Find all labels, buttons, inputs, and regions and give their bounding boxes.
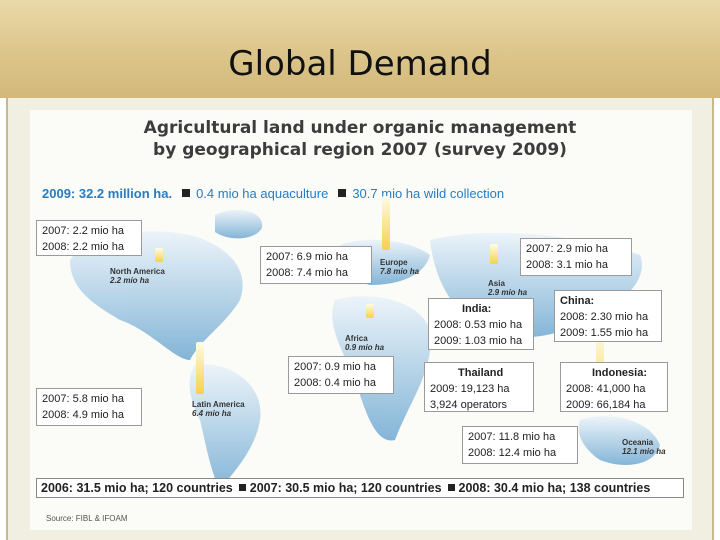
box-india: India: 2008: 0.53 mio ha 2009: 1.03 mio … xyxy=(428,298,534,350)
legend-aquaculture: 0.4 mio ha aquaculture xyxy=(196,186,329,201)
region-name: Africa xyxy=(345,334,368,343)
region-value: 2.2 mio ha xyxy=(110,276,150,285)
box-line: 2007: 2.2 mio ha xyxy=(42,225,124,237)
region-value: 2.9 mio ha xyxy=(488,288,528,297)
region-north-america: North America 2.2 mio ha xyxy=(110,267,165,285)
box-title: Thailand xyxy=(458,367,504,379)
region-asia: Asia 2.9 mio ha xyxy=(488,279,527,297)
region-latin-america: Latin America 6.4 mio ha xyxy=(192,400,245,418)
box-line: 2007: 5.8 mio ha xyxy=(42,393,124,405)
box-china: China: 2008: 2.30 mio ha 2009: 1.55 mio … xyxy=(554,290,662,342)
square-icon xyxy=(182,189,191,197)
box-indonesia: Indonesia: 2008: 41,000 ha 2009: 66,184 … xyxy=(560,362,668,412)
legend-total: 2009: 32.2 million ha. xyxy=(42,186,173,201)
box-europe: 2007: 6.9 mio ha 2008: 7.4 mio ha xyxy=(260,246,372,284)
heading-line-1: Agricultural land under organic manageme… xyxy=(143,118,577,138)
box-line: 2009: 1.55 mio ha xyxy=(560,327,649,339)
box-asia: 2007: 2.9 mio ha 2008: 3.1 mio ha xyxy=(520,238,632,276)
box-line: 2008: 0.53 mio ha xyxy=(434,319,523,331)
box-line: 2008: 2.2 mio ha xyxy=(42,241,124,253)
continent-australia xyxy=(578,416,660,465)
box-line: 2009: 66,184 ha xyxy=(566,399,646,411)
region-value: 6.4 mio ha xyxy=(192,409,232,418)
region-oceania: Oceania 12.1 mio ha xyxy=(622,438,666,456)
bar-marker-africa xyxy=(366,304,374,318)
page-title: Global Demand xyxy=(228,44,492,84)
region-name: Asia xyxy=(488,279,505,288)
square-icon xyxy=(338,189,347,197)
box-title: China: xyxy=(560,295,595,307)
continent-north-america xyxy=(70,231,243,360)
box-title: Indonesia: xyxy=(592,367,648,379)
box-line: 3,924 operators xyxy=(430,399,508,411)
box-line: 2008: 0.4 mio ha xyxy=(294,377,376,389)
bar-marker-asia xyxy=(490,244,498,264)
heading-line-2: by geographical region 2007 (survey 2009… xyxy=(153,140,567,160)
box-thailand: Thailand 2009: 19,123 ha 3,924 operators xyxy=(424,362,534,412)
summary-2008: 2008: 30.4 mio ha; 138 countries xyxy=(458,481,651,495)
square-icon xyxy=(238,484,246,491)
title-band: Global Demand xyxy=(0,0,720,98)
region-name: North America xyxy=(110,267,165,276)
box-line: 2009: 1.03 mio ha xyxy=(434,335,523,347)
box-line: 2008: 12.4 mio ha xyxy=(468,447,557,459)
region-value: 7.8 mio ha xyxy=(380,267,420,276)
figure-heading: Agricultural land under organic manageme… xyxy=(0,117,720,161)
region-name: Europe xyxy=(380,258,408,267)
box-africa: 2007: 0.9 mio ha 2008: 0.4 mio ha xyxy=(288,356,394,394)
box-line: 2009: 19,123 ha xyxy=(430,383,510,395)
region-value: 0.9 mio ha xyxy=(345,343,385,352)
legend: 2009: 32.2 million ha. 0.4 mio ha aquacul… xyxy=(42,186,504,201)
bar-marker-latin-america xyxy=(196,342,204,394)
box-line: 2007: 11.8 mio ha xyxy=(468,431,556,443)
summary-2007: 2007: 30.5 mio ha; 120 countries xyxy=(249,481,442,495)
box-line: 2008: 3.1 mio ha xyxy=(526,259,608,271)
box-line: 2008: 2.30 mio ha xyxy=(560,311,649,323)
box-line: 2008: 7.4 mio ha xyxy=(266,267,348,279)
bar-marker-europe xyxy=(382,196,390,250)
box-oceania: 2007: 11.8 mio ha 2008: 12.4 mio ha xyxy=(462,426,578,464)
summary-bar: 2006: 31.5 mio ha; 120 countries 2007: 30… xyxy=(36,478,684,498)
box-latin-america: 2007: 5.8 mio ha 2008: 4.9 mio ha xyxy=(36,388,142,426)
box-line: 2007: 2.9 mio ha xyxy=(526,243,608,255)
box-line: 2007: 6.9 mio ha xyxy=(266,251,348,263)
box-line: 2008: 4.9 mio ha xyxy=(42,409,124,421)
box-title: India: xyxy=(462,303,492,315)
summary-2006: 2006: 31.5 mio ha; 120 countries xyxy=(41,481,233,495)
bar-marker-north-america xyxy=(155,248,163,262)
continent-greenland xyxy=(215,209,263,239)
region-europe: Europe 7.8 mio ha xyxy=(380,258,419,276)
box-line: 2007: 0.9 mio ha xyxy=(294,361,376,373)
square-icon xyxy=(447,484,455,491)
box-line: 2008: 41,000 ha xyxy=(566,383,646,395)
region-name: Latin America xyxy=(192,400,245,409)
region-africa: Africa 0.9 mio ha xyxy=(345,334,384,352)
region-name: Oceania xyxy=(622,438,654,447)
box-north-america: 2007: 2.2 mio ha 2008: 2.2 mio ha xyxy=(36,220,142,256)
source-note: Source: FIBL & IFOAM xyxy=(46,514,128,523)
legend-wild: 30.7 mio ha wild collection xyxy=(352,186,505,201)
continent-south-america xyxy=(189,364,261,490)
region-value: 12.1 mio ha xyxy=(622,447,666,456)
